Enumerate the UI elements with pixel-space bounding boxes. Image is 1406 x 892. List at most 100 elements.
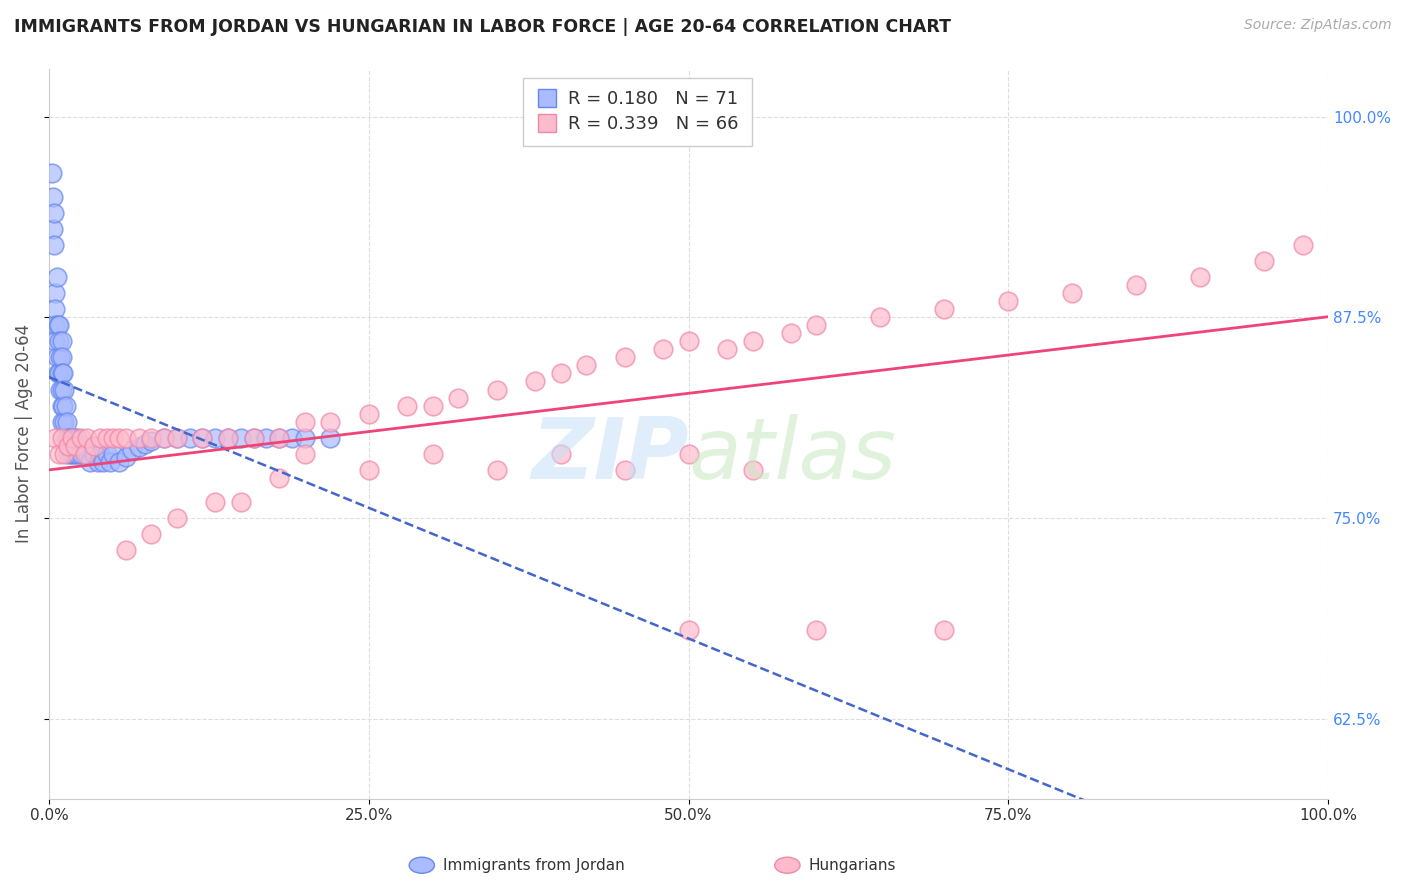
Point [89,447,111,461]
Point [42,222,65,236]
Point [121,443,143,458]
Point [1189,270,1212,285]
Point [716,343,738,357]
Point [422,447,444,461]
Point [1125,278,1147,293]
Point [114,431,136,445]
Point [42,206,65,220]
Point [357,407,380,421]
Point [56,431,79,445]
Point [63,439,86,453]
Point [141,527,163,541]
Point [806,318,828,333]
Point [59,447,82,461]
Point [1291,238,1313,252]
Point [53,447,76,461]
Point [49,383,72,397]
Point [48,318,70,333]
Point [51,415,73,429]
Point [83,439,105,453]
Point [281,431,304,445]
Point [45,351,67,365]
Point [678,624,700,638]
Point [108,431,131,445]
Point [96,431,118,445]
Point [153,431,176,445]
Point [678,447,700,461]
Point [575,359,598,373]
Legend: R = 0.180   N = 71, R = 0.339   N = 66: R = 0.180 N = 71, R = 0.339 N = 66 [523,78,752,146]
Point [101,431,124,445]
Point [134,437,156,451]
Point [56,447,79,461]
Point [83,447,105,461]
Point [153,431,176,445]
Point [58,431,80,445]
Point [447,391,470,405]
Point [53,383,76,397]
Point [550,447,572,461]
Point [780,326,803,341]
Point [48,447,70,461]
Text: ZIP: ZIP [531,414,689,497]
Point [70,447,93,461]
Point [294,415,316,429]
Point [73,447,96,461]
Point [66,431,89,445]
Point [44,302,66,317]
Point [550,367,572,381]
Point [128,431,150,445]
Point [41,166,63,180]
Point [806,624,828,638]
Point [96,447,118,461]
Point [52,399,75,413]
Point [396,399,419,413]
Point [997,294,1019,309]
Point [51,367,73,381]
Point [242,431,264,445]
Point [60,431,83,445]
Text: Source: ZipAtlas.com: Source: ZipAtlas.com [1244,18,1392,32]
Point [319,431,342,445]
Point [741,334,763,349]
Point [1062,286,1084,301]
Text: IMMIGRANTS FROM JORDAN VS HUNGARIAN IN LABOR FORCE | AGE 20-64 CORRELATION CHART: IMMIGRANTS FROM JORDAN VS HUNGARIAN IN L… [14,18,950,36]
Point [42,190,65,204]
Point [60,431,83,445]
Point [52,367,75,381]
Point [678,334,700,349]
Point [1253,254,1275,268]
Point [934,302,956,317]
Point [63,431,86,445]
Point [56,415,79,429]
Point [114,543,136,558]
Point [51,383,73,397]
Point [613,351,636,365]
Point [166,511,188,525]
Point [294,447,316,461]
Point [48,334,70,349]
Point [166,431,188,445]
Point [53,415,76,429]
Point [44,431,66,445]
Point [42,238,65,252]
Point [49,351,72,365]
Point [76,447,98,461]
Point [141,431,163,445]
Point [46,367,69,381]
Point [114,450,136,464]
Point [166,431,188,445]
Point [101,447,124,461]
Point [869,310,891,325]
Point [204,431,226,445]
Point [269,431,291,445]
Point [62,447,84,461]
Point [46,318,69,333]
Point [51,334,73,349]
Point [76,431,98,445]
Y-axis label: In Labor Force | Age 20-64: In Labor Force | Age 20-64 [15,324,32,543]
Point [229,431,252,445]
Point [79,455,101,469]
Point [652,343,675,357]
Point [269,471,291,485]
